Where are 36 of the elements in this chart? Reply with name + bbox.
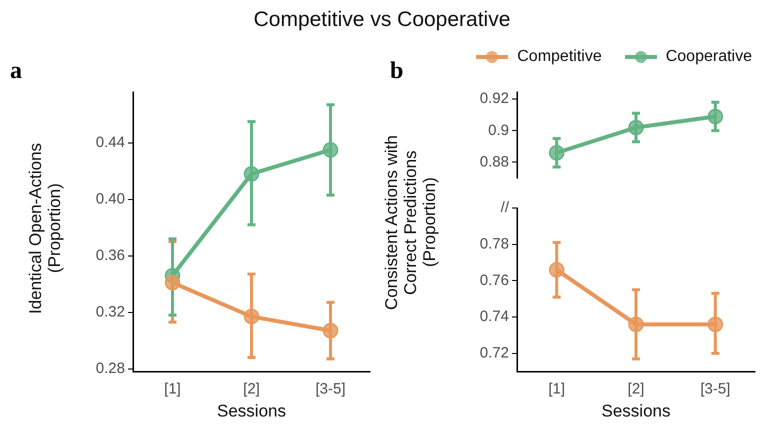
y-tick-label: // bbox=[500, 199, 510, 216]
y-tick-label: 0.78 bbox=[480, 235, 509, 252]
chart-title: Competitive vs Cooperative bbox=[252, 8, 512, 32]
y-tick-label: 0.44 bbox=[96, 134, 125, 151]
y-tick-label: 0.9 bbox=[488, 122, 509, 139]
x-tick-label: [3-5] bbox=[700, 380, 730, 398]
panel-letter: a bbox=[10, 58, 22, 85]
y-tick-label: 0.40 bbox=[96, 190, 125, 208]
y-tick-label: 0.28 bbox=[96, 360, 125, 377]
point bbox=[322, 142, 338, 158]
y-axis-title: Consistent Actions with Correct Predictions (Proportion) bbox=[382, 134, 440, 312]
point bbox=[628, 120, 644, 136]
y-tick-label: 0.32 bbox=[96, 303, 125, 320]
x-tick-label: [3-5] bbox=[315, 380, 346, 398]
point bbox=[708, 108, 724, 124]
legend-label: Competitive bbox=[517, 48, 602, 66]
y-tick-label: 0.92 bbox=[480, 90, 509, 108]
y-tick-label: 0.88 bbox=[480, 153, 509, 170]
x-tick-label: [1] bbox=[164, 380, 181, 398]
y-tick-label: 0.72 bbox=[480, 344, 509, 362]
point bbox=[244, 308, 260, 324]
x-tick-label: [2] bbox=[243, 380, 260, 398]
point bbox=[164, 274, 180, 290]
x-tick-label: [2] bbox=[628, 380, 644, 398]
x-axis-title: Sessions bbox=[602, 401, 670, 420]
legend-label: Cooperative bbox=[666, 48, 752, 66]
point bbox=[548, 145, 564, 161]
point bbox=[244, 166, 260, 182]
panel-letter: b bbox=[390, 58, 404, 85]
point bbox=[322, 322, 338, 338]
x-tick-label: [1] bbox=[548, 380, 566, 398]
y-tick-label: 0.36 bbox=[96, 246, 125, 264]
y-tick-label: 0.76 bbox=[480, 272, 509, 289]
y-axis-title: Identical Open-Actions (Proportion) bbox=[26, 141, 65, 316]
y-tick-label: 0.74 bbox=[480, 308, 509, 326]
x-axis-title: Sessions bbox=[217, 401, 286, 420]
